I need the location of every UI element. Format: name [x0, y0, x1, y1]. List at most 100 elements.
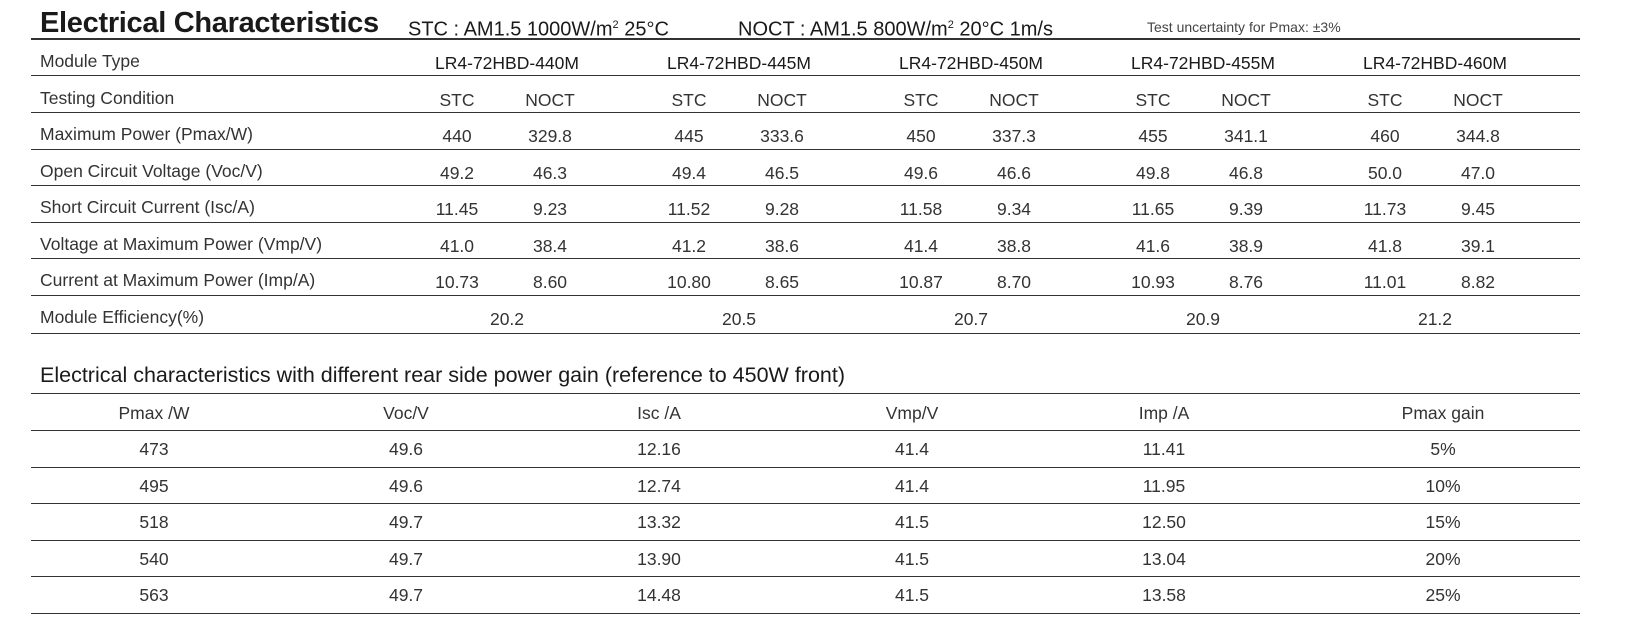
pmax-stc: 440: [442, 126, 472, 146]
table1-bottom-rule: [31, 333, 1580, 334]
pmax-noct: 333.6: [760, 126, 804, 146]
noct-header: NOCT: [1453, 90, 1503, 110]
table-cell: 12.16: [637, 439, 681, 459]
noct-header: NOCT: [757, 90, 807, 110]
voc-stc: 49.2: [439, 163, 475, 183]
pmax-noct: 337.3: [992, 126, 1036, 146]
vmp-stc: 41.2: [671, 236, 707, 256]
table-cell: 12.74: [637, 476, 681, 496]
header: Electrical Characteristics STC : AM1.5 1…: [40, 4, 1580, 42]
table2-top-rule: [31, 393, 1580, 394]
noct-header: NOCT: [1221, 90, 1271, 110]
pmax-noct: 329.8: [528, 126, 572, 146]
imp-stc: 11.01: [1363, 272, 1407, 292]
column-header: Pmax /W: [118, 403, 190, 423]
table-cell: 15%: [1425, 512, 1461, 532]
module-type: LR4-72HBD-455M: [1131, 53, 1275, 73]
noct-prefix: NOCT : AM1.5 800W/m: [738, 18, 948, 41]
efficiency-value: 20.5: [721, 309, 757, 329]
imp-noct: 8.65: [764, 272, 800, 292]
table-cell: 49.6: [388, 439, 424, 459]
pmax-stc: 460: [1370, 126, 1400, 146]
vmp-noct: 39.1: [1460, 236, 1496, 256]
column-header: Imp /A: [1138, 403, 1190, 423]
pmax-stc: 455: [1138, 126, 1168, 146]
isc-stc: 11.52: [667, 199, 711, 219]
imp-stc: 10.93: [1131, 272, 1175, 292]
stc-header: STC: [671, 90, 707, 110]
table-cell: 20%: [1425, 549, 1461, 569]
voc-noct: 46.3: [532, 163, 568, 183]
isc-noct: 9.45: [1460, 199, 1496, 219]
noct-header: NOCT: [989, 90, 1039, 110]
isc-stc: 11.45: [435, 199, 479, 219]
module-type: LR4-72HBD-450M: [899, 53, 1043, 73]
imp-noct: 8.70: [996, 272, 1032, 292]
voc-noct: 46.6: [996, 163, 1032, 183]
row-divider: [31, 576, 1580, 577]
noct-condition: NOCT : AM1.5 800W/m2 20°C 1m/s: [738, 13, 1053, 42]
stc-prefix: STC : AM1.5 1000W/m: [408, 18, 613, 41]
table-cell: 41.5: [894, 512, 930, 532]
noct-suffix: 20°C 1m/s: [953, 18, 1053, 41]
vmp-noct: 38.9: [1228, 236, 1264, 256]
table-cell: 518: [139, 512, 169, 532]
voc-noct: 47.0: [1460, 163, 1496, 183]
pmax-noct: 341.1: [1224, 126, 1268, 146]
table-cell: 13.32: [637, 512, 681, 532]
row-divider: [31, 112, 1580, 113]
isc-stc: 11.73: [1363, 199, 1407, 219]
row-divider: [31, 503, 1580, 504]
efficiency-value: 21.2: [1417, 309, 1453, 329]
table-cell: 13.58: [1142, 585, 1186, 605]
test-uncertainty: Test uncertainty for Pmax: ±3%: [1147, 19, 1341, 35]
table-cell: 49.7: [388, 549, 424, 569]
module-type: LR4-72HBD-445M: [667, 53, 811, 73]
stc-header: STC: [1367, 90, 1403, 110]
isc-stc: 11.58: [899, 199, 943, 219]
imp-stc: 10.73: [435, 272, 479, 292]
vmp-stc: 41.4: [903, 236, 939, 256]
row-divider: [31, 258, 1580, 259]
table-cell: 13.90: [637, 549, 681, 569]
voc-stc: 49.6: [903, 163, 939, 183]
row-label-module-type: Module Type: [40, 51, 140, 71]
stc-superscript: 2: [612, 19, 619, 31]
vmp-stc: 41.6: [1135, 236, 1171, 256]
table-cell: 473: [139, 439, 169, 459]
column-header: Vmp/V: [885, 403, 939, 423]
isc-noct: 9.39: [1228, 199, 1264, 219]
table-cell: 49.7: [388, 512, 424, 532]
efficiency-value: 20.9: [1185, 309, 1221, 329]
table-cell: 49.7: [388, 585, 424, 605]
table-cell: 563: [139, 585, 169, 605]
table-cell: 41.4: [894, 476, 930, 496]
table-cell: 41.5: [894, 585, 930, 605]
voc-stc: 49.4: [671, 163, 707, 183]
table-cell: 540: [139, 549, 169, 569]
row-label-voc: Open Circuit Voltage (Voc/V): [40, 161, 263, 181]
column-header: Voc/V: [383, 403, 429, 423]
imp-noct: 8.76: [1228, 272, 1264, 292]
column-header: Pmax gain: [1401, 403, 1485, 423]
pmax-stc: 450: [906, 126, 936, 146]
table-cell: 49.6: [388, 476, 424, 496]
row-divider: [31, 185, 1580, 186]
row-label-pmax: Maximum Power (Pmax/W): [40, 124, 253, 144]
row-divider: [31, 467, 1580, 468]
vmp-stc: 41.8: [1367, 236, 1403, 256]
row-divider: [31, 149, 1580, 150]
row-divider: [31, 295, 1580, 296]
imp-stc: 10.80: [667, 272, 711, 292]
stc-condition: STC : AM1.5 1000W/m2 25°C: [408, 13, 669, 42]
table-cell: 41.4: [894, 439, 930, 459]
table1-top-rule: [31, 38, 1580, 40]
row-label-isc: Short Circuit Current (Isc/A): [40, 197, 255, 217]
noct-superscript: 2: [947, 19, 954, 31]
stc-header: STC: [903, 90, 939, 110]
imp-stc: 10.87: [899, 272, 943, 292]
column-header: Isc /A: [637, 403, 681, 423]
isc-noct: 9.23: [532, 199, 568, 219]
vmp-noct: 38.6: [764, 236, 800, 256]
stc-suffix: 25°C: [618, 18, 669, 41]
